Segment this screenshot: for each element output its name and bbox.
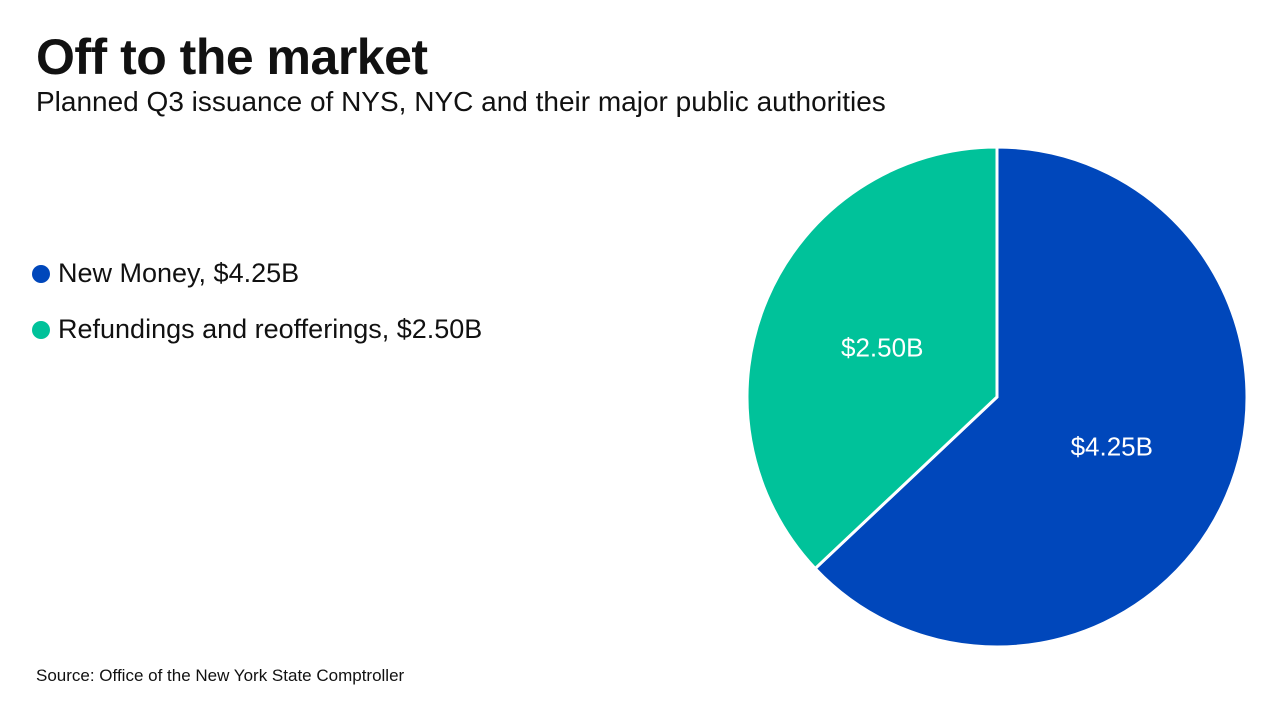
legend-label: Refundings and reofferings, $2.50B bbox=[58, 314, 483, 344]
legend-dot-icon bbox=[32, 320, 50, 339]
legend-item-new-money: New Money, $4.25B bbox=[32, 258, 299, 289]
pie-slice-refundings-and-reofferings bbox=[745, 145, 999, 571]
pie-data-label: $2.50B bbox=[841, 332, 923, 362]
legend-item-refundings: Refundings and reofferings, $2.50B bbox=[32, 314, 482, 345]
source-note: Source: Office of the New York State Com… bbox=[36, 666, 405, 685]
pie-data-label: $4.25B bbox=[1071, 432, 1153, 462]
pie-slice-new-money bbox=[813, 145, 1249, 649]
legend-label: New Money, $4.25B bbox=[58, 258, 300, 288]
chart-subtitle: Planned Q3 issuance of NYS, NYC and thei… bbox=[36, 86, 886, 117]
legend-dot-icon bbox=[32, 264, 50, 283]
chart-title: Off to the market bbox=[36, 29, 428, 85]
